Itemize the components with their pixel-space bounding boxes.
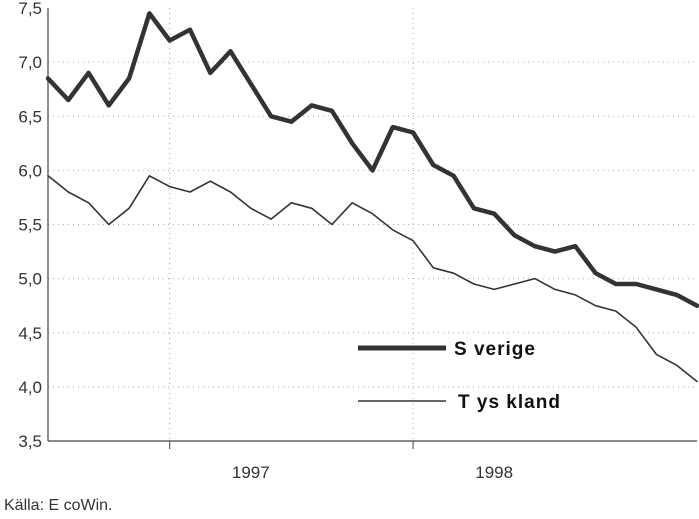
chart-axes <box>47 8 697 449</box>
x-tick-label: 1998 <box>475 463 513 482</box>
chart-grid <box>48 8 697 441</box>
y-tick-label: 3,5 <box>18 432 42 451</box>
chart-legend: S verige T ys kland <box>358 339 561 413</box>
x-tick-label: 1997 <box>232 463 270 482</box>
legend-label-tyskland: T ys kland <box>458 392 561 413</box>
y-tick-label: 6,0 <box>18 161 42 180</box>
y-axis-ticks: 3,5 4,0 4,5 5,0 5,5 6,0 6,5 7,0 7,5 <box>18 0 42 451</box>
source-note: Källa: E coWin. <box>4 497 113 514</box>
y-tick-label: 7,5 <box>18 0 42 18</box>
series-line-sverige <box>45 11 699 308</box>
y-tick-label: 4,5 <box>18 324 42 343</box>
y-tick-label: 5,5 <box>18 216 42 235</box>
series-line-tyskland <box>47 175 698 383</box>
y-tick-label: 6,5 <box>18 107 42 126</box>
y-tick-label: 5,0 <box>18 270 42 289</box>
x-axis-ticks: 1997 1998 <box>232 463 513 482</box>
y-tick-label: 4,0 <box>18 378 42 397</box>
chart-series <box>45 11 699 383</box>
y-tick-label: 7,0 <box>18 53 42 72</box>
legend-label-sverige: S verige <box>454 339 536 360</box>
